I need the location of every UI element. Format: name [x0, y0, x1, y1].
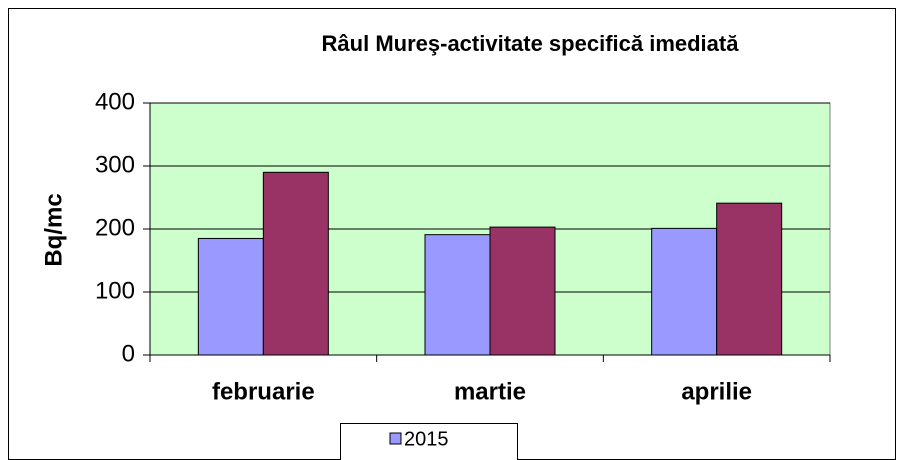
- y-tick-label: 200: [95, 214, 135, 241]
- x-tick-label: februarie: [212, 378, 315, 405]
- y-axis-label: Bq/mc: [40, 193, 67, 266]
- legend-box: [340, 423, 518, 460]
- legend-swatch: [389, 432, 402, 445]
- x-tick-label: martie: [454, 378, 526, 405]
- bar: [716, 202, 783, 356]
- legend-label: 2015: [404, 428, 449, 450]
- y-tick-label: 400: [95, 88, 135, 115]
- bar: [489, 226, 556, 356]
- bar: [651, 227, 718, 356]
- bar: [424, 234, 491, 356]
- y-tick-label: 0: [122, 340, 135, 367]
- x-tick-label: aprilie: [681, 378, 752, 405]
- chart-title: Râul Mureş-activitate specifică imediată: [322, 31, 740, 56]
- y-tick-label: 100: [95, 277, 135, 304]
- bar: [262, 171, 329, 356]
- bar: [197, 237, 264, 356]
- y-tick-label: 300: [95, 151, 135, 178]
